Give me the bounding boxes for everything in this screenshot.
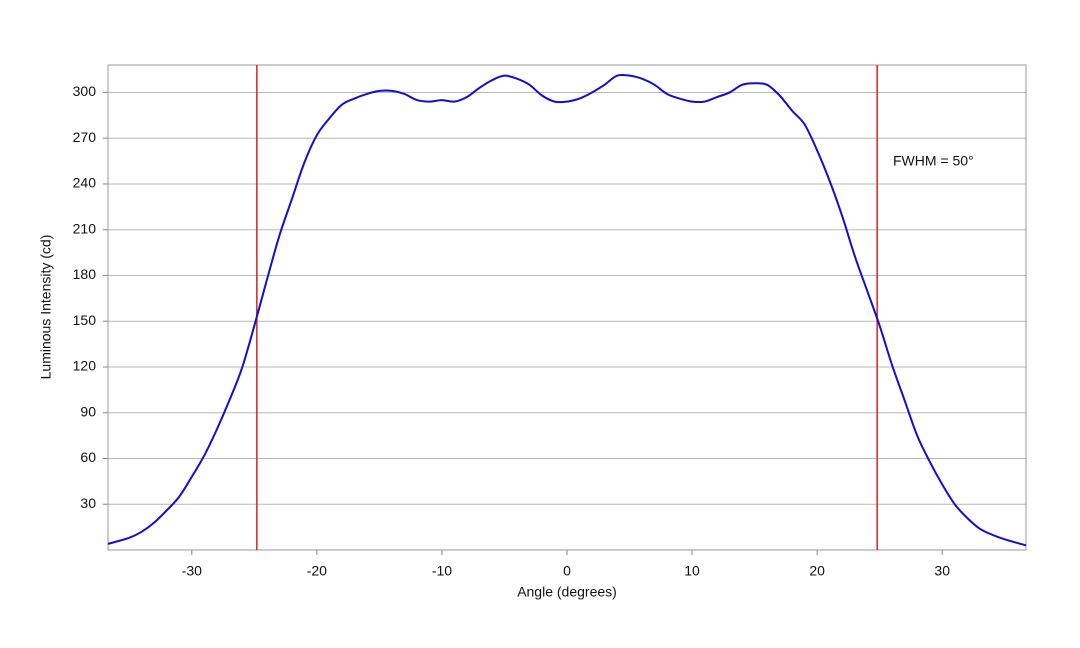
x-tick-label: 0	[563, 563, 571, 579]
y-tick-label: 60	[80, 449, 96, 465]
x-axis-label: Angle (degrees)	[517, 584, 617, 600]
y-tick-label: 300	[73, 83, 97, 99]
y-tick-label: 90	[80, 403, 96, 419]
y-tick-label: 150	[73, 312, 97, 328]
x-tick-label: -30	[182, 563, 202, 579]
plot-frame	[107, 64, 1027, 551]
y-tick-label: 30	[80, 495, 96, 511]
x-tick-label: -10	[432, 563, 452, 579]
data-line	[107, 73, 1027, 547]
y-tick-label: 270	[73, 129, 97, 145]
x-tick-label: 10	[684, 563, 700, 579]
y-tick-label: 180	[73, 266, 97, 282]
y-tick-label: 120	[73, 358, 97, 374]
x-tick-label: -20	[307, 563, 327, 579]
y-tick-label: 210	[73, 220, 97, 236]
annotation: FWHM = 50°	[893, 153, 974, 169]
y-axis-label: Luminous Intensity (cd)	[38, 235, 54, 380]
x-tick-label: 20	[809, 563, 825, 579]
x-tick-label: 30	[934, 563, 950, 579]
y-tick-label: 240	[73, 175, 97, 191]
